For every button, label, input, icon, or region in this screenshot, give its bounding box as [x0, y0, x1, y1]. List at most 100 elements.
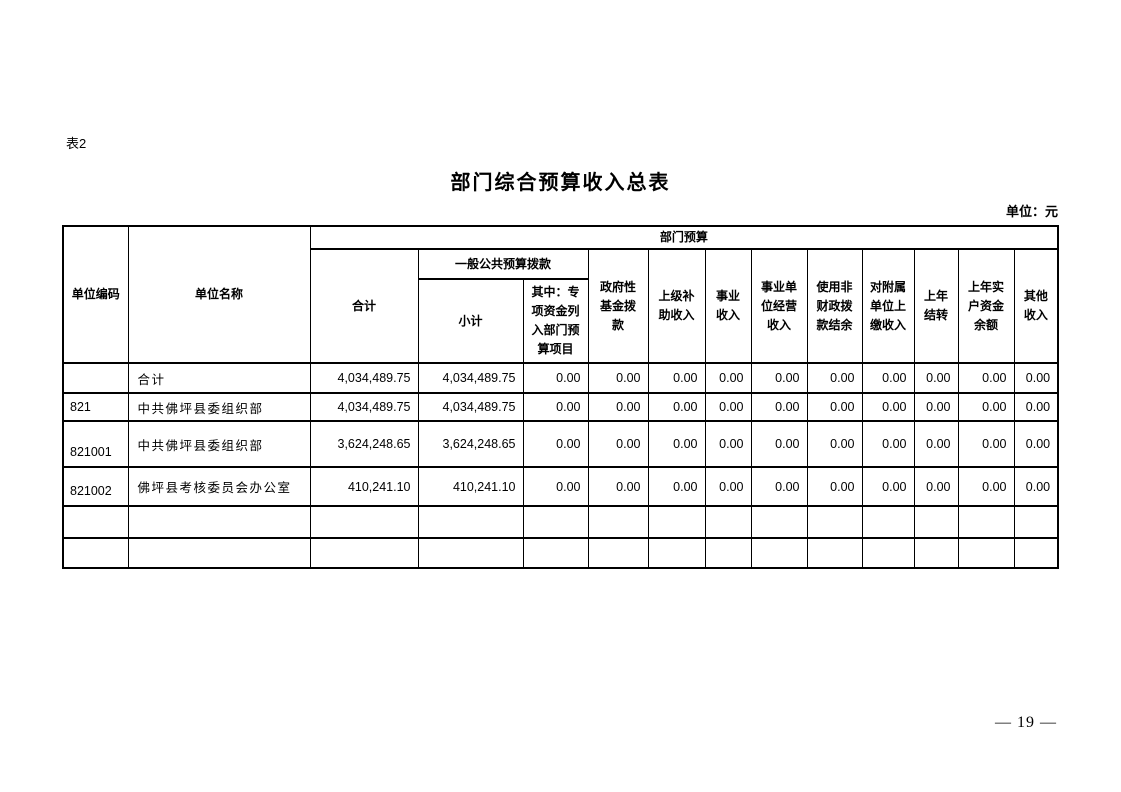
- value-cell: 0.00: [806, 392, 863, 422]
- unit-name-cell: 佛坪县考核委员会办公室: [127, 466, 311, 507]
- value-cell: [861, 505, 915, 539]
- unit-code-cell: [62, 505, 129, 539]
- value-cell: 4,034,489.75: [417, 362, 524, 394]
- table-row: [62, 505, 1059, 539]
- value-cell: [587, 537, 649, 569]
- value-cell: 0.00: [522, 420, 589, 468]
- value-cell: [1013, 505, 1059, 539]
- value-cell: 0.00: [806, 466, 863, 507]
- unit-name-cell: 中共佛坪县委组织部: [127, 392, 311, 422]
- value-cell: 0.00: [861, 392, 915, 422]
- value-cell: 0.00: [647, 392, 706, 422]
- value-cell: 0.00: [1013, 420, 1059, 468]
- page-title: 部门综合预算收入总表: [450, 172, 671, 194]
- value-cell: [957, 537, 1015, 569]
- value-cell: 0.00: [861, 466, 915, 507]
- header-row-top: 单位编码 单位名称 部门预算: [62, 225, 1059, 364]
- value-cell: [806, 537, 863, 569]
- col-header-govt-fund: 政府性基金拨款: [587, 248, 649, 364]
- value-cell: 0.00: [587, 420, 649, 468]
- value-cell: 0.00: [750, 420, 808, 468]
- col-header-operating-income: 事业单位经营收入: [750, 248, 808, 364]
- value-cell: 0.00: [957, 362, 1015, 394]
- unit-name-cell: [127, 505, 311, 539]
- value-cell: 0.00: [647, 420, 706, 468]
- value-cell: [913, 537, 959, 569]
- table-row: [62, 537, 1059, 569]
- value-cell: 0.00: [1013, 362, 1059, 394]
- col-header-dept-budget: 部门预算: [309, 225, 1059, 250]
- budget-income-table: 单位编码 单位名称 部门预算 合计 一般公共预算拨款 政府性基金拨款 上级补助收…: [62, 225, 1060, 569]
- col-header-business-income: 事业收入: [704, 248, 752, 364]
- value-cell: 0.00: [913, 392, 959, 422]
- table-row: 821001 中共佛坪县委组织部 3,624,248.65 3,624,248.65 0…: [62, 420, 1059, 468]
- value-cell: 4,034,489.75: [309, 392, 419, 422]
- value-cell: [522, 537, 589, 569]
- col-header-affiliate-turnover: 对附属单位上缴收入: [861, 248, 915, 364]
- col-header-unit-name: 单位名称: [127, 225, 311, 364]
- col-header-other-income: 其他收入: [1013, 248, 1059, 364]
- unit-code-cell: 821002: [62, 466, 129, 507]
- value-cell: 0.00: [913, 466, 959, 507]
- value-cell: 0.00: [522, 392, 589, 422]
- value-cell: [647, 505, 706, 539]
- value-cell: 0.00: [587, 362, 649, 394]
- value-cell: 0.00: [1013, 392, 1059, 422]
- value-cell: 0.00: [704, 466, 752, 507]
- col-header-nonfiscal-balance: 使用非财政拨款结余: [806, 248, 863, 364]
- col-header-total: 合计: [309, 248, 419, 364]
- value-cell: [417, 505, 524, 539]
- value-cell: 0.00: [861, 362, 915, 394]
- value-cell: 0.00: [806, 362, 863, 394]
- value-cell: 0.00: [957, 466, 1015, 507]
- value-cell: [704, 505, 752, 539]
- value-cell: [647, 537, 706, 569]
- table-row: 合计 4,034,489.75 4,034,489.75 0.00 0.00 0.00 0.…: [62, 362, 1059, 394]
- value-cell: [861, 537, 915, 569]
- value-cell: 0.00: [647, 466, 706, 507]
- value-cell: [522, 505, 589, 539]
- value-cell: [587, 505, 649, 539]
- value-cell: 4,034,489.75: [309, 362, 419, 394]
- col-header-general-public-budget: 一般公共预算拨款: [417, 248, 589, 280]
- value-cell: 410,241.10: [309, 466, 419, 507]
- value-cell: [704, 537, 752, 569]
- col-header-special-note: 其中：专项资金列入部门预算项目: [522, 278, 589, 364]
- value-cell: 0.00: [704, 392, 752, 422]
- value-cell: 0.00: [587, 392, 649, 422]
- value-cell: 0.00: [913, 420, 959, 468]
- value-cell: [1013, 537, 1059, 569]
- unit-code-cell: 821001: [62, 420, 129, 468]
- value-cell: 0.00: [913, 362, 959, 394]
- value-cell: 0.00: [647, 362, 706, 394]
- header-row-bottom: 小计 其中：专项资金列入部门预算项目: [63, 278, 1058, 364]
- value-cell: [750, 537, 808, 569]
- value-cell: 0.00: [522, 466, 589, 507]
- table-header: 单位编码 单位名称 部门预算 合计 一般公共预算拨款 政府性基金拨款 上级补助收…: [62, 225, 1059, 364]
- value-cell: 0.00: [522, 362, 589, 394]
- page-number: — 19 —: [995, 714, 1057, 731]
- value-cell: [957, 505, 1015, 539]
- value-cell: [309, 537, 419, 569]
- unit-name-cell: [127, 537, 311, 569]
- value-cell: 0.00: [957, 392, 1015, 422]
- col-header-prior-year-balance: 上年实户资金余额: [957, 248, 1015, 364]
- value-cell: 3,624,248.65: [309, 420, 419, 468]
- unit-note: 单位：元: [1005, 204, 1058, 219]
- col-header-subtotal: 小计: [417, 278, 524, 364]
- value-cell: 0.00: [750, 466, 808, 507]
- value-cell: [913, 505, 959, 539]
- header-row-middle: 合计 一般公共预算拨款 政府性基金拨款 上级补助收入 事业收入 事业单位经营收入…: [63, 248, 1059, 364]
- value-cell: 0.00: [587, 466, 649, 507]
- value-cell: [750, 505, 808, 539]
- value-cell: 0.00: [861, 420, 915, 468]
- table-row: 821 中共佛坪县委组织部 4,034,489.75 4,034,489.75 0.00…: [62, 392, 1059, 422]
- table-label: 表2: [66, 136, 87, 151]
- value-cell: [417, 537, 524, 569]
- value-cell: 0.00: [704, 420, 752, 468]
- value-cell: 0.00: [750, 392, 808, 422]
- value-cell: 410,241.10: [417, 466, 524, 507]
- table-row: 821002 佛坪县考核委员会办公室 410,241.10 410,241.10 0.0…: [62, 466, 1059, 507]
- col-header-unit-code: 单位编码: [62, 225, 129, 364]
- value-cell: 3,624,248.65: [417, 420, 524, 468]
